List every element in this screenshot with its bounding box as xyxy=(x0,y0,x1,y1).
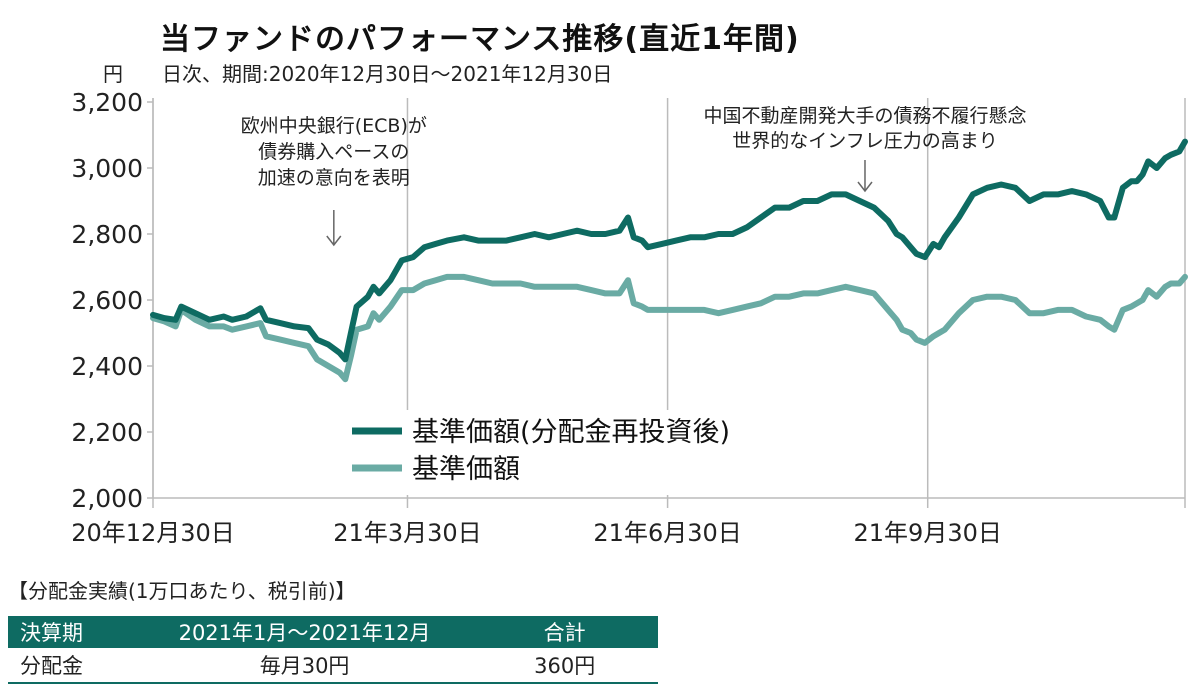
series-line-base xyxy=(150,273,1188,383)
chart-subtitle: 日次、期間:2020年12月30日〜2021年12月30日 xyxy=(162,62,613,86)
annotation-ecb-text: 債券購入ペースの xyxy=(258,141,409,163)
annotation-ecb-text: 加速の意向を表明 xyxy=(258,167,410,189)
y-tick-label: 2,000 xyxy=(71,484,143,513)
table-header-row: 決算期 2021年1月〜2021年12月 合計 xyxy=(8,616,658,648)
y-axis-unit: 円 xyxy=(103,62,123,86)
row-label: 分配金 xyxy=(8,648,138,684)
distribution-table: 決算期 2021年1月〜2021年12月 合計 分配金 毎月30円 360円 xyxy=(8,616,658,684)
annotation-china-text: 中国不動産開発大手の債務不履行懸念 xyxy=(703,104,1026,127)
y-tick-label: 2,400 xyxy=(71,352,143,381)
series-line-reinvested xyxy=(150,138,1188,363)
legend-box xyxy=(340,410,760,495)
header-period-range: 2021年1月〜2021年12月 xyxy=(137,616,472,648)
header-total: 合計 xyxy=(471,616,658,648)
performance-chart: 2,000 2,200 2,400 2,600 2,800 3,000 3,200 20年12… xyxy=(71,88,1188,547)
y-tick-label: 2,200 xyxy=(71,418,143,447)
annotation-ecb-arrowhead xyxy=(326,235,342,247)
y-tick-label: 2,600 xyxy=(71,286,143,315)
distribution-table-title: 【分配金実績(1万口あたり、税引前)】 xyxy=(8,579,356,603)
annotation-china-text: 世界的なインフレ圧力の高まり xyxy=(732,130,997,152)
row-monthly: 毎月30円 xyxy=(137,648,472,684)
y-tick-label: 2,800 xyxy=(71,220,143,249)
row-total: 360円 xyxy=(471,648,658,684)
annotation-china-arrowhead xyxy=(857,181,873,193)
chart-title: 当ファンドのパフォーマンス推移(直近1年間) xyxy=(160,22,800,57)
header-period-label: 決算期 xyxy=(8,616,138,648)
annotation-ecb-text: 欧州中央銀行(ECB)が xyxy=(241,115,427,137)
y-tick-label: 3,000 xyxy=(71,154,143,183)
x-tick-label: 21年3月30日 xyxy=(333,519,481,547)
x-tick-label: 21年9月30日 xyxy=(854,519,1002,547)
x-tick-label: 21年6月30日 xyxy=(593,519,741,547)
y-tick-label: 3,200 xyxy=(71,88,143,117)
legend-label-base: 基準価額 xyxy=(412,454,520,485)
legend-label-reinvested: 基準価額(分配金再投資後) xyxy=(412,417,730,448)
x-tick-label: 20年12月30日 xyxy=(71,519,235,547)
table-row: 分配金 毎月30円 360円 xyxy=(8,648,658,684)
